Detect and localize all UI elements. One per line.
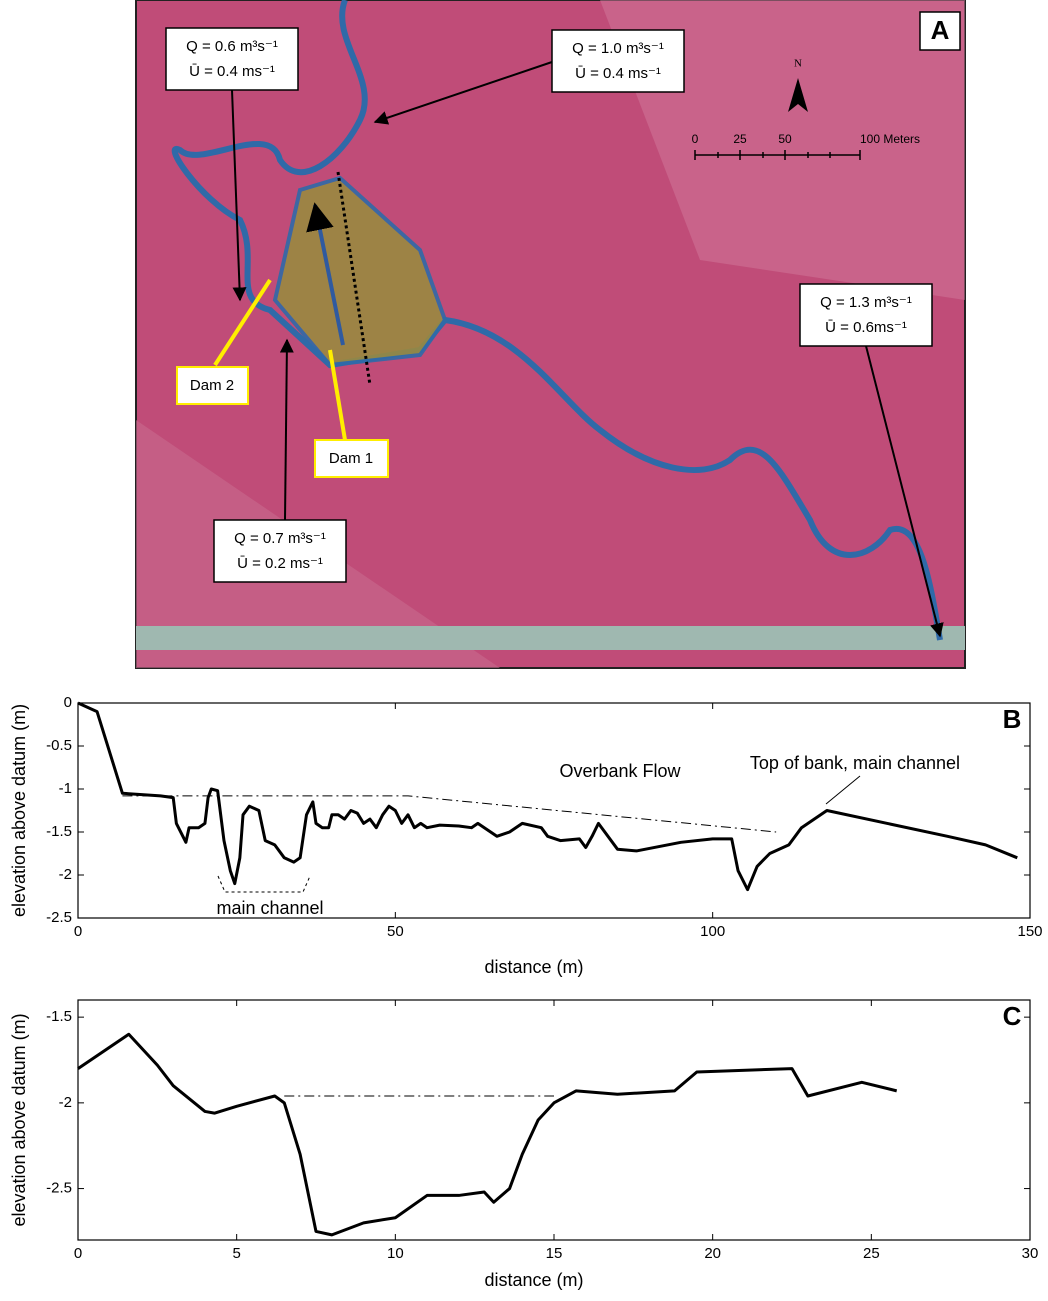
leader-line [825, 775, 861, 805]
x-tick-label: 0 [74, 1245, 82, 1262]
north-label: N [794, 58, 802, 70]
flow-label: Ū = 0.2 ms⁻¹ [237, 555, 323, 572]
panel-label: C [1003, 1001, 1022, 1031]
annotation: main channel [216, 898, 323, 918]
y-axis-label: elevation above datum (m) [9, 704, 29, 917]
dam-label: Dam 1 [329, 450, 373, 467]
x-axis-label: distance (m) [484, 1270, 583, 1290]
panel-label-box [919, 11, 961, 51]
flow-label-box [551, 29, 685, 93]
x-tick-label: 30 [1022, 1245, 1039, 1262]
north-arrow [788, 78, 808, 112]
road [136, 626, 965, 650]
y-tick-label: -2.5 [46, 1180, 72, 1197]
x-tick-label: 10 [387, 1245, 404, 1262]
x-tick-label: 20 [704, 1245, 721, 1262]
scale-label: 50 [778, 132, 792, 146]
pointer-arrow [865, 345, 944, 638]
dam-label: Dam 2 [190, 377, 234, 394]
y-tick-label: -2 [59, 866, 72, 883]
y-tick-label: -1.5 [46, 1008, 72, 1025]
panel-label: B [1003, 704, 1022, 734]
x-tick-label: 100 [700, 923, 725, 940]
y-tick-label: -0.5 [46, 737, 72, 754]
scale-label: 25 [733, 132, 747, 146]
panel-label: A [931, 15, 950, 45]
y-tick-label: -2.5 [46, 909, 72, 926]
dam-box [176, 366, 249, 405]
data-line [122, 795, 777, 833]
x-tick-label: 15 [546, 1245, 563, 1262]
flow-label-box [213, 519, 347, 583]
scale-bar [694, 150, 861, 160]
y-tick-label: -2 [59, 1094, 72, 1111]
x-tick-label: 50 [387, 923, 404, 940]
dam-line [328, 349, 347, 441]
dam-line [213, 278, 272, 367]
x-tick-label: 5 [232, 1245, 240, 1262]
x-tick-label: 150 [1017, 923, 1042, 940]
data-line [77, 1032, 898, 1237]
dam-box [314, 439, 389, 478]
flow-label: Ū = 0.4 ms⁻¹ [189, 63, 275, 80]
flow-arrow [306, 202, 345, 346]
field [600, 0, 965, 300]
plot-frame [77, 999, 1031, 1241]
flow-label: Q = 0.6 m³s⁻¹ [186, 38, 278, 55]
annotation: Overbank Flow [559, 761, 681, 781]
flow-label-box [799, 283, 933, 347]
flow-label-box [165, 27, 299, 91]
plot-frame [77, 702, 1031, 919]
y-tick-label: -1 [59, 780, 72, 797]
flow-label: Q = 0.7 m³s⁻¹ [234, 530, 326, 547]
annotation: Top of bank, main channel [750, 753, 960, 773]
pointer-arrow [231, 89, 247, 302]
flow-label: Q = 1.3 m³s⁻¹ [820, 294, 912, 311]
flow-label: Q = 1.0 m³s⁻¹ [572, 40, 664, 57]
x-tick-label: 25 [863, 1245, 880, 1262]
y-tick-label: 0 [64, 694, 72, 711]
data-line [77, 701, 1018, 892]
x-axis-label: distance (m) [484, 957, 583, 977]
pointer-arrow [373, 61, 553, 125]
pointer-arrow [279, 338, 294, 521]
scale-label: 100 Meters [860, 132, 920, 146]
y-axis-label: elevation above datum (m) [9, 1013, 29, 1226]
flow-label: Ū = 0.6ms⁻¹ [825, 319, 907, 336]
x-tick-label: 0 [74, 923, 82, 940]
bracket [217, 875, 311, 893]
y-tick-label: -1.5 [46, 823, 72, 840]
scale-label: 0 [692, 132, 699, 146]
flow-label: Ū = 0.4 ms⁻¹ [575, 65, 661, 82]
